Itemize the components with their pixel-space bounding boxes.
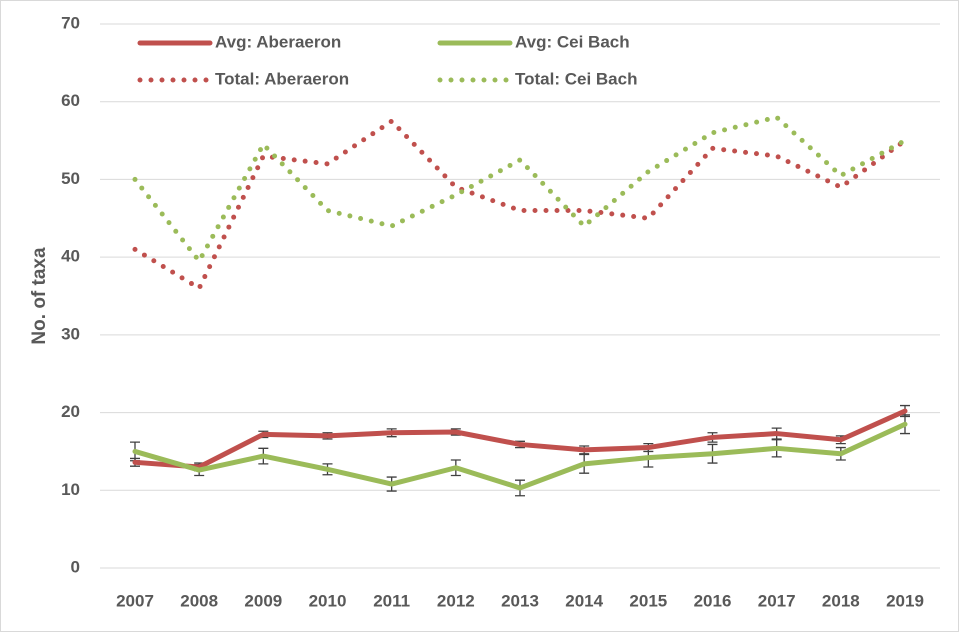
- x-tick-label: 2016: [694, 591, 732, 610]
- y-tick-label: 40: [61, 247, 80, 266]
- series-line: [132, 408, 908, 470]
- y-tick-label: 60: [61, 91, 80, 110]
- x-tick-label: 2013: [501, 591, 539, 610]
- series-line: [132, 117, 908, 292]
- x-tick-label: 2011: [373, 591, 410, 610]
- y-tick-label: 10: [61, 480, 80, 499]
- x-tick-label: 2017: [758, 591, 796, 610]
- x-tick-label: 2010: [309, 591, 347, 610]
- x-tick-label: 2014: [565, 591, 603, 610]
- x-tick-label: 2007: [116, 591, 154, 610]
- y-axis-label: No. of taxa: [29, 247, 50, 345]
- legend-label: Total: Aberaeron: [215, 69, 349, 88]
- legend-label: Avg: Aberaeron: [215, 32, 341, 51]
- y-tick-label: 70: [61, 13, 80, 32]
- x-tick-label: 2015: [629, 591, 667, 610]
- y-tick-label: 50: [61, 169, 80, 188]
- x-tick-label: 2009: [244, 591, 282, 610]
- y-tick-label: 30: [61, 324, 80, 343]
- x-tick-label: 2012: [437, 591, 475, 610]
- legend-label: Total: Cei Bach: [515, 69, 637, 88]
- y-tick-label: 0: [71, 557, 80, 576]
- series-line: [132, 114, 908, 266]
- x-tick-label: 2018: [822, 591, 860, 610]
- x-tick-label: 2019: [886, 591, 924, 610]
- series-line: [132, 421, 908, 491]
- y-tick-label: 20: [61, 402, 80, 421]
- x-tick-label: 2008: [180, 591, 218, 610]
- legend-label: Avg: Cei Bach: [515, 32, 630, 51]
